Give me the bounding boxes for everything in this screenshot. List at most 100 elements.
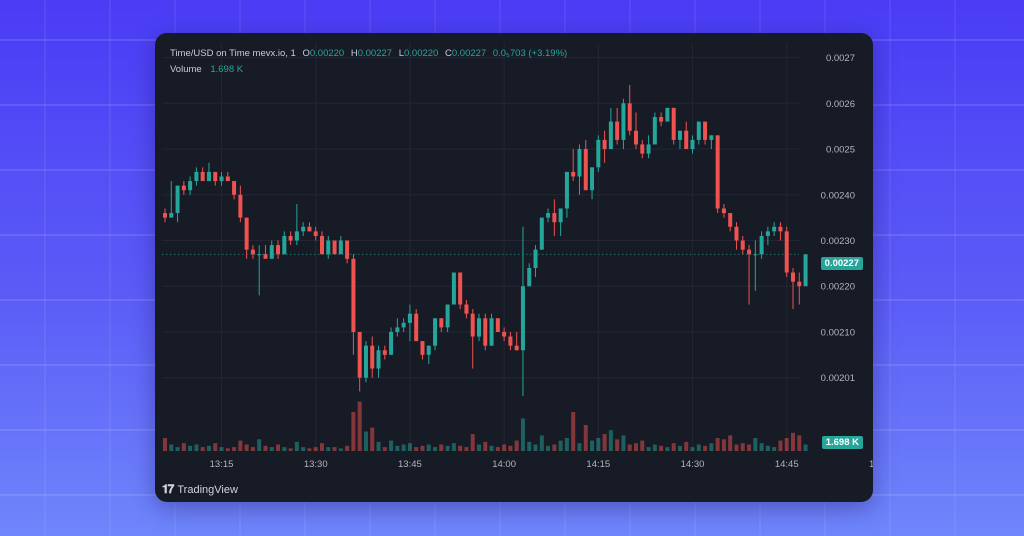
candle-body: [426, 345, 431, 355]
volume-bar: [696, 444, 701, 451]
candle-body: [288, 235, 293, 241]
candle-body: [772, 226, 777, 232]
candle-body: [665, 107, 670, 122]
candle-body: [552, 213, 557, 223]
candle-body: [439, 318, 444, 328]
y-tick-label: 0.0025: [826, 145, 855, 156]
candle-body: [470, 313, 475, 337]
candle-body: [175, 185, 180, 214]
candle-body: [652, 117, 657, 145]
tradingview-logo[interactable]: 𝟏𝟕 TradingView: [162, 482, 238, 497]
volume-bar: [558, 440, 563, 451]
candle-body: [458, 272, 463, 305]
candle-body: [734, 226, 739, 241]
volume-bar: [527, 441, 532, 451]
volume-bar: [646, 447, 651, 451]
volume-bar: [684, 441, 689, 451]
candle-body: [332, 240, 337, 255]
candle-body: [483, 318, 488, 346]
volume-bar: [389, 440, 394, 451]
volume-bar: [690, 447, 695, 451]
last-price-tag: 0.00227: [820, 257, 863, 270]
volume-bar: [439, 444, 444, 451]
volume-bar: [213, 443, 218, 451]
candlestick-chart[interactable]: 0.0027 0.0026 0.0025 0.00240 0.00230 0.00220 0…: [155, 33, 873, 502]
volume-bar: [477, 444, 481, 451]
candle-body: [747, 249, 752, 255]
candle-body: [345, 240, 350, 259]
candle-body: [627, 103, 632, 131]
volume-bar: [747, 444, 752, 451]
candle-body: [269, 245, 274, 259]
x-tick-label: 14:30: [681, 459, 705, 470]
candle-body: [200, 171, 205, 182]
y-tick-label: 0.0027: [826, 53, 855, 64]
volume-bar: [458, 445, 463, 451]
volume-bar: [470, 434, 475, 451]
volume-bar: [520, 418, 525, 451]
high-label: H: [350, 48, 358, 59]
low-label: L: [398, 48, 404, 59]
volume-bar: [414, 447, 419, 451]
candle-body: [219, 176, 224, 182]
volume-bar: [590, 440, 595, 451]
candle-body: [407, 313, 412, 323]
volume-bar: [640, 440, 645, 451]
candle-body: [520, 286, 525, 351]
candle-body: [194, 171, 199, 182]
candle-body: [514, 345, 519, 351]
volume-bar: [489, 445, 494, 451]
volume-bar: [709, 443, 714, 451]
volume-bar: [382, 447, 387, 451]
volume-bar: [163, 438, 167, 451]
volume-bar: [621, 435, 626, 451]
candle-body: [225, 176, 230, 182]
candle-body: [420, 341, 425, 355]
candle-body: [294, 231, 299, 241]
volume-bar: [307, 448, 312, 451]
candle-body: [533, 249, 538, 268]
volume-bar: [502, 444, 507, 451]
volume-bar: [376, 441, 381, 451]
volume-bar: [652, 444, 657, 451]
candle-body: [564, 171, 569, 209]
candle-body: [590, 167, 595, 191]
candle-body: [389, 331, 394, 355]
candle-body: [326, 240, 331, 255]
volume-bar: [276, 444, 281, 451]
x-tick-label: 15:00: [869, 459, 873, 470]
candle-body: [527, 267, 532, 287]
volume-bar: [797, 435, 802, 451]
volume-bar: [539, 435, 544, 451]
candle-body: [671, 107, 676, 140]
x-tick-label: 13:45: [398, 459, 422, 470]
volume-bar: [803, 444, 808, 451]
volume-bar: [451, 443, 456, 451]
tradingview-icon: 𝟏𝟕: [162, 482, 174, 496]
volume-bar: [401, 444, 406, 451]
volume-bar: [282, 447, 287, 451]
candle-body: [778, 226, 783, 232]
candle-body: [213, 171, 218, 182]
candle-body: [621, 103, 626, 140]
volume-bar: [546, 445, 551, 451]
candle-body: [659, 117, 664, 122]
volume-bar: [225, 448, 230, 451]
volume-bar: [326, 447, 331, 451]
volume-bar: [194, 444, 199, 451]
candle-body: [690, 139, 695, 150]
volume-bar: [288, 448, 293, 451]
volume-legend: Volume 1.698 K: [170, 64, 243, 75]
candle-body: [728, 213, 733, 227]
candle-body: [451, 272, 456, 305]
volume-bar: [250, 447, 255, 451]
volume-bar: [169, 444, 174, 451]
candle-body: [602, 139, 607, 150]
volume-bar: [301, 447, 306, 451]
candle-body: [502, 331, 507, 337]
volume-bar: [269, 447, 274, 451]
volume-bar: [721, 439, 726, 451]
volume-bar: [778, 440, 783, 451]
volume-bar: [608, 430, 613, 451]
volume-bar: [552, 444, 557, 451]
